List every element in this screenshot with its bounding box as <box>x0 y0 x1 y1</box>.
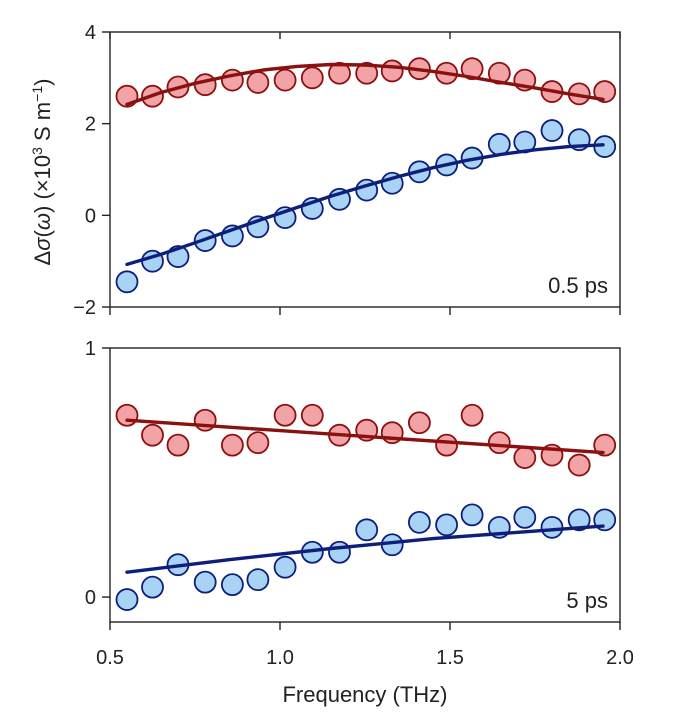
blue-data-point <box>407 510 431 534</box>
blue-data-point <box>460 503 484 527</box>
y-tick-label: 0 <box>85 205 96 227</box>
panel-top: −2 0 2 4 0.5 ps <box>73 22 621 319</box>
y-tick-label: 1 <box>85 338 96 360</box>
red-data-point <box>355 61 379 85</box>
y-tick-label: 2 <box>85 114 96 136</box>
blue-data-point <box>141 575 164 599</box>
red-data-point <box>460 57 484 81</box>
y-tick-label: −2 <box>73 297 96 319</box>
red-data-point <box>220 433 244 457</box>
red-data-point <box>246 71 270 94</box>
x-tick-label: 2.0 <box>606 647 634 669</box>
red-data-point <box>273 403 297 427</box>
y-tick-label: 4 <box>85 22 96 44</box>
x-tick-label: 1.0 <box>266 647 294 669</box>
red-data-point <box>513 446 537 470</box>
red-fit-line <box>125 418 605 455</box>
panel-bottom: 0 1 5 ps <box>85 338 621 630</box>
y-axis-title: Δσ(ω) (×103 S m−1) <box>29 79 55 266</box>
y-tick-label: 0 <box>85 587 96 609</box>
blue-data-point <box>273 555 297 579</box>
blue-data-point <box>540 119 564 142</box>
blue-data-point <box>487 132 511 156</box>
red-data-point <box>593 433 617 457</box>
red-data-point <box>193 73 217 97</box>
plot-frame <box>109 31 621 308</box>
blue-data-point <box>328 540 351 564</box>
blue-data-point <box>435 513 459 537</box>
red-data-point <box>246 431 270 455</box>
blue-data-point <box>355 518 379 542</box>
blue-data-point <box>513 505 537 529</box>
x-axis: 0.5 1.0 1.5 2.0 <box>96 647 634 669</box>
x-tick-label: 0.5 <box>96 647 124 669</box>
red-data-point <box>300 66 324 90</box>
blue-data-point <box>115 588 139 611</box>
red-data-point <box>166 433 190 457</box>
blue-data-point <box>115 270 139 294</box>
panel-label: 5 ps <box>566 588 608 613</box>
red-data-point <box>593 80 617 103</box>
plot-frame <box>109 347 621 623</box>
red-data-point <box>300 403 324 427</box>
red-data-point <box>141 423 164 447</box>
blue-data-point <box>220 573 244 597</box>
panel-label: 0.5 ps <box>548 273 608 298</box>
red-data-point <box>273 68 297 92</box>
red-data-point <box>407 411 431 435</box>
x-tick-label: 1.5 <box>436 647 464 669</box>
blue-data-point <box>567 508 591 532</box>
x-axis-title: Frequency (THz) <box>282 682 447 707</box>
red-data-point <box>460 403 484 427</box>
blue-data-point <box>193 570 217 594</box>
blue-fit-line <box>125 524 605 574</box>
red-data-point <box>115 403 139 427</box>
blue-data-point <box>540 515 564 539</box>
blue-fit-line <box>125 143 605 267</box>
red-fit-line <box>125 62 605 107</box>
red-data-point <box>380 59 404 83</box>
red-data-point <box>435 433 459 457</box>
red-data-point <box>487 431 511 455</box>
red-data-point <box>567 453 591 477</box>
blue-data-point <box>246 568 270 592</box>
red-data-point <box>328 61 351 85</box>
